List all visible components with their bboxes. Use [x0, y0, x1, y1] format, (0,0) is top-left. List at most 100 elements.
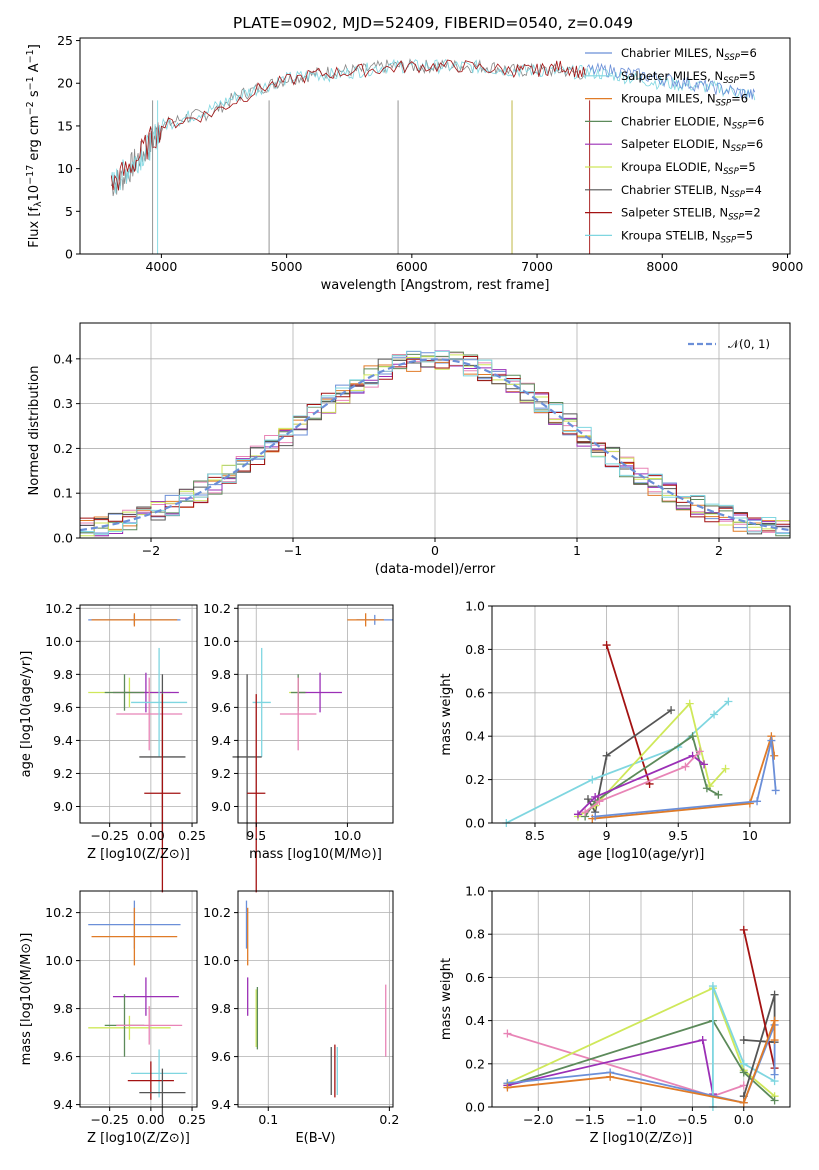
- weight-point: [767, 736, 776, 745]
- y-tick-label: 1.0: [465, 599, 485, 614]
- y-tick-label: 9.0: [211, 799, 231, 814]
- legend-sub: SSP: [723, 167, 739, 177]
- x-tick-label: 4000: [145, 259, 177, 274]
- x-tick-label: 0.25: [178, 1112, 206, 1127]
- spectrum-line: [110, 58, 756, 194]
- y-tick-label: 1.0: [465, 884, 485, 899]
- x-tick-label: −2.0: [523, 1112, 553, 1127]
- x-tick-label: 9: [603, 828, 611, 843]
- x-tick-label: −0.25: [91, 828, 129, 843]
- y-tick-label: 9.6: [53, 1049, 73, 1064]
- legend-entry: Kroupa ELODIE, NSSP=5: [621, 160, 756, 177]
- x-tick-label: 7000: [521, 259, 553, 274]
- y-tick-label: 0.8: [465, 642, 485, 657]
- weight-point: [739, 925, 748, 934]
- weight-point: [591, 792, 600, 801]
- legend-entry: Salpeter MILES, NSSP=5: [621, 69, 756, 86]
- y-tick-label: 0: [65, 247, 73, 262]
- weight-point: [739, 1068, 748, 1077]
- weight-point: [583, 795, 592, 804]
- weight-point: [739, 1098, 748, 1107]
- weight-point: [503, 1029, 512, 1038]
- spectrum-line: [110, 58, 586, 197]
- legend-sub: SSP: [721, 235, 737, 245]
- legend-entry: Kroupa MILES, NSSP=6: [621, 92, 748, 109]
- weight-point: [714, 790, 723, 799]
- y-tick-label: 9.2: [53, 766, 73, 781]
- weight-point: [588, 775, 597, 784]
- weight-point: [770, 990, 779, 999]
- x-tick-label: 0.0: [734, 1112, 754, 1127]
- y-tick-label: 10.0: [203, 634, 231, 649]
- legend-entry: Kroupa STELIB, NSSP=5: [621, 228, 753, 245]
- y-tick-label: 0.4: [465, 1013, 485, 1028]
- weight-point: [724, 697, 733, 706]
- weight-point: [770, 1096, 779, 1105]
- y-tick-label: 0.4: [53, 351, 73, 366]
- weight-point: [770, 1070, 779, 1079]
- weight-point: [685, 699, 694, 708]
- x-tick-label: 9000: [772, 259, 804, 274]
- weight-series: [592, 735, 776, 820]
- weight-series: [505, 700, 730, 824]
- weight-point: [591, 812, 600, 821]
- y-tick-label: 9.6: [211, 700, 231, 715]
- y-tick-label: 0.6: [465, 970, 485, 985]
- weight-series: [712, 985, 776, 1107]
- legend-nssp: =6: [747, 114, 764, 128]
- legend-entry: Salpeter STELIB, NSSP=2: [621, 206, 761, 223]
- y-tick-label: 9.0: [53, 799, 73, 814]
- legend-sub: SSP: [731, 144, 747, 154]
- x-tick-label: 6000: [396, 259, 428, 274]
- weight-point: [595, 797, 604, 806]
- axes-frame: [237, 890, 394, 1108]
- weight-series: [595, 740, 777, 818]
- weight-series: [584, 734, 719, 817]
- x-axis-label: Z [log10(Z/Z⊙)]: [87, 847, 190, 862]
- x-tick-label: 5000: [271, 259, 303, 274]
- y-axis-label-part: A: [27, 63, 42, 76]
- x-tick-label: −1.5: [574, 1112, 604, 1127]
- weight-series: [577, 754, 705, 815]
- weight-series: [742, 929, 776, 1069]
- weight-series: [605, 644, 651, 785]
- y-tick-label: 10.2: [45, 601, 73, 616]
- y-axis-label: Normed distribution: [27, 366, 42, 496]
- x-tick-label: 1: [573, 543, 581, 558]
- weight-series: [507, 1032, 745, 1098]
- y-tick-label: 10.2: [203, 905, 231, 920]
- legend-sub: SSP: [728, 213, 744, 223]
- y-tick-label: 9.4: [53, 733, 73, 748]
- legend-entry: Chabrier MILES, NSSP=6: [621, 46, 757, 63]
- y-tick-label: 9.4: [53, 1097, 73, 1112]
- y-tick-label: 9.8: [53, 667, 73, 682]
- spectrum-line: [586, 62, 756, 101]
- legend-nssp: =5: [739, 69, 756, 83]
- weight-point: [695, 747, 704, 756]
- x-axis-label: wavelength [Angstrom, rest frame]: [321, 278, 550, 293]
- legend-nssp: =6: [746, 137, 763, 151]
- y-axis-label-part: s: [27, 90, 42, 101]
- axes-frame: [79, 890, 198, 1108]
- y-tick-label: 0.0: [53, 531, 73, 546]
- y-axis-label: mass weight: [439, 673, 454, 755]
- weight-point: [681, 762, 690, 771]
- y-axis-label: mass [log10(M/M⊙)]: [19, 933, 34, 1066]
- x-axis-label: Z [log10(Z/Z⊙)]: [87, 1131, 190, 1146]
- y-axis-label-part: −1: [25, 49, 36, 63]
- legend-name: Chabrier MILES, N: [621, 46, 724, 60]
- y-axis-label: age [log10(age/yr)]: [19, 651, 34, 778]
- legend-name: Kroupa ELODIE, N: [621, 160, 723, 174]
- legend-entry: Chabrier ELODIE, NSSP=6: [621, 114, 764, 131]
- y-tick-label: 9.8: [211, 1001, 231, 1016]
- legend-nssp: =5: [736, 228, 753, 242]
- y-axis-label-part: −2: [25, 101, 36, 115]
- legend-name: Chabrier ELODIE, N: [621, 114, 732, 128]
- axes-frame: [491, 605, 791, 824]
- weight-point: [745, 799, 754, 808]
- y-tick-label: 0.3: [53, 396, 73, 411]
- legend-name: Kroupa MILES, N: [621, 92, 716, 106]
- weight-point: [753, 797, 762, 806]
- legend-nssp: =6: [740, 46, 757, 60]
- x-tick-label: 0.00: [137, 828, 165, 843]
